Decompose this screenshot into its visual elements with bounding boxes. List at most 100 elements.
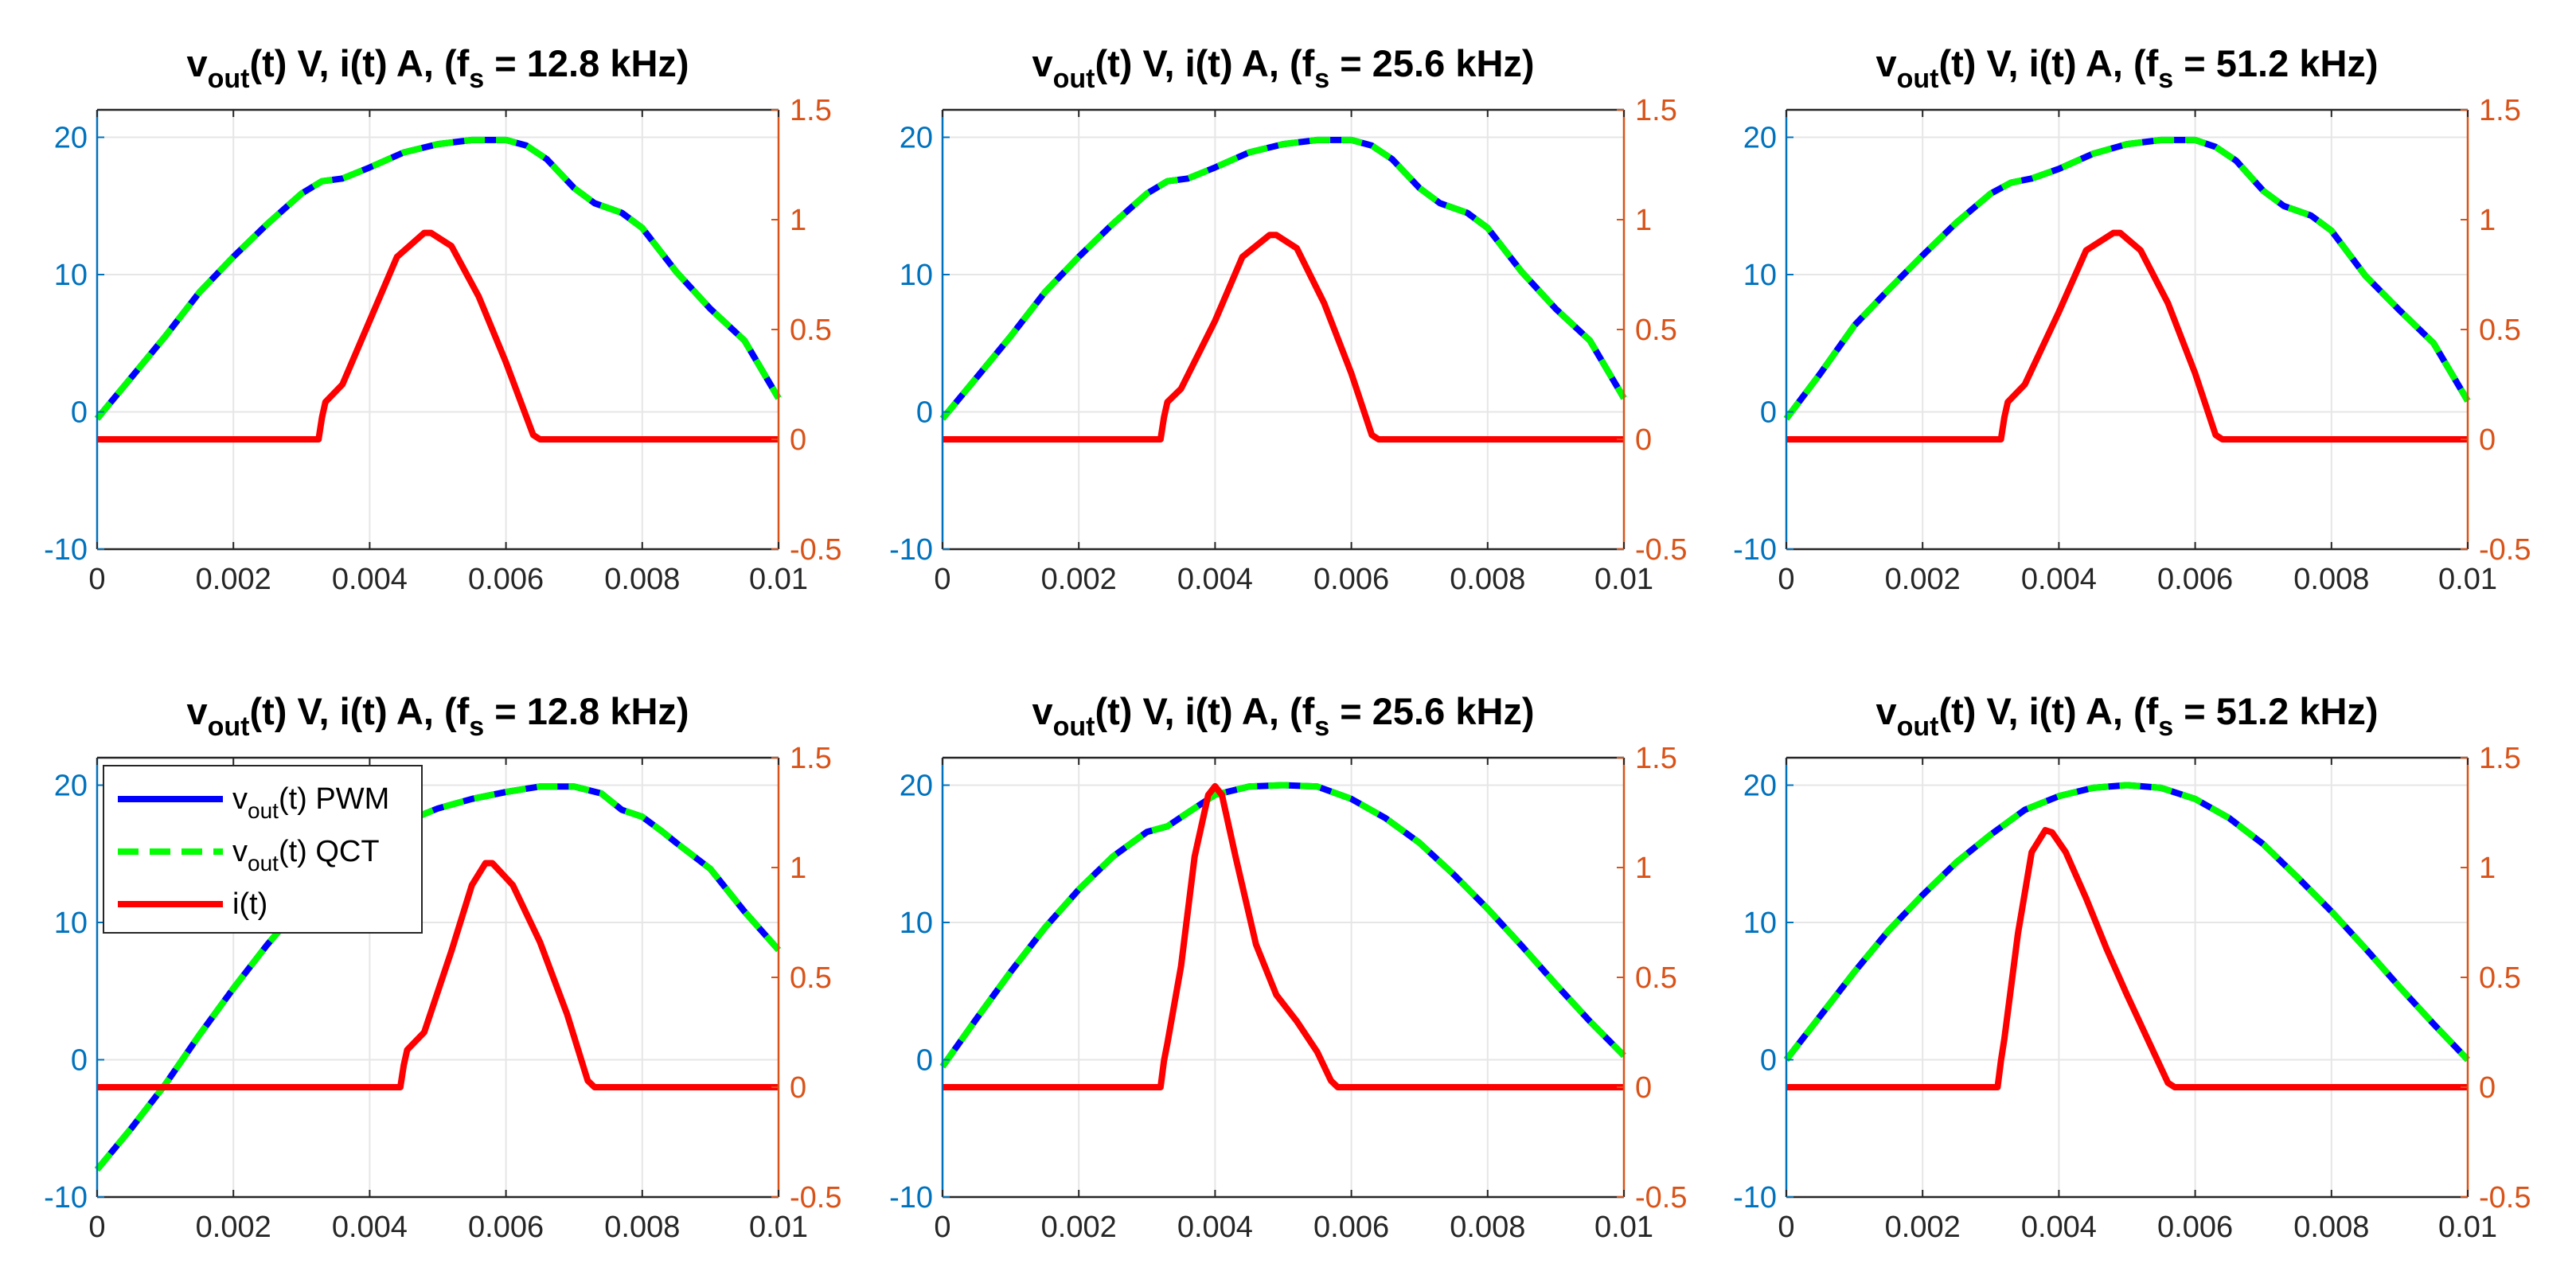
y-left-tick-label: 20 — [1743, 122, 1777, 155]
series-line-i-t- — [1786, 827, 2468, 1090]
title-subscript: s — [469, 712, 484, 742]
chart-panel-6: 0 0.002 0.004 0.006 0.008 0.01-1001020-0.500.… — [1733, 690, 2531, 1244]
title-subscript: out — [1897, 64, 1939, 94]
y-right-tick-label: -0.5 — [1635, 1181, 1687, 1215]
title-subscript: out — [1053, 712, 1095, 742]
y-left-tick-label: 10 — [900, 907, 933, 940]
y-left-tick-label: 0 — [916, 1044, 933, 1078]
y-right-tick-label: 0 — [1635, 423, 1652, 457]
series-line-vout-qct — [94, 136, 782, 421]
y-right-tick-label: 1.5 — [790, 94, 832, 127]
series-line-vout-qct — [939, 782, 1626, 1069]
y-right-tick-label: 1 — [2479, 204, 2496, 237]
title-part: = 12.8 kHz) — [484, 690, 689, 732]
y-right-tick-label: 0 — [790, 423, 806, 457]
y-right-tick-label: 0.5 — [790, 961, 832, 995]
title-subscript: out — [208, 64, 250, 94]
chart-panel-4: 0 0.002 0.004 0.006 0.008 0.01-1001020-0.500.… — [44, 690, 841, 1244]
y-left-tick-label: 10 — [54, 907, 88, 940]
y-left-tick-label: 0 — [1760, 1044, 1777, 1078]
y-right-tick-label: 0.5 — [1635, 961, 1677, 995]
y-right-tick-label: 0.5 — [790, 314, 832, 347]
x-tick-label: 0.006 — [2157, 1211, 2233, 1244]
plot-area — [1786, 110, 2468, 549]
x-tick-label: 0.002 — [196, 1211, 271, 1244]
y-left-tick-label: 0 — [916, 396, 933, 430]
title-subscript: out — [1053, 64, 1095, 94]
x-tick-label: 0.004 — [2021, 563, 2097, 596]
x-tick-label: 0.01 — [2438, 1211, 2497, 1244]
x-tick-label: 0.006 — [468, 563, 544, 596]
x-tick-label: 0.01 — [1594, 1211, 1653, 1244]
y-left-tick-label: -10 — [44, 533, 88, 567]
x-tick-label: 0.004 — [2021, 1211, 2097, 1244]
series-line-i-t- — [97, 229, 779, 443]
y-right-tick-label: -0.5 — [2479, 533, 2531, 567]
y-left-tick-label: -10 — [889, 1181, 933, 1215]
y-left-tick-label: 20 — [900, 770, 933, 803]
y-right-tick-label: 0 — [2479, 1071, 2496, 1105]
title-part: = 25.6 kHz) — [1329, 42, 1534, 84]
series-line-vout-qct — [94, 783, 781, 1172]
y-right-tick-label: 1.5 — [1635, 94, 1677, 127]
y-right-tick-label: 1.5 — [1635, 742, 1677, 775]
y-right-tick-label: 0 — [1635, 1071, 1652, 1105]
y-right-tick-label: 0 — [790, 1071, 806, 1105]
title-part: (t) V, i(t) A, (f — [1095, 42, 1314, 84]
title-subscript: s — [2158, 64, 2173, 94]
chart-title: vout(t) V, i(t) A, (fs = 12.8 kHz) — [186, 42, 689, 94]
title-part: v — [186, 690, 207, 732]
y-left-tick-label: 0 — [71, 396, 88, 430]
chart-title: vout(t) V, i(t) A, (fs = 25.6 kHz) — [1032, 42, 1534, 94]
title-part: v — [186, 42, 207, 84]
x-tick-label: 0 — [88, 563, 105, 596]
series-line-vout-qct — [1783, 136, 2471, 421]
y-left-tick-label: 10 — [54, 259, 88, 292]
y-left-tick-label: -10 — [1733, 533, 1777, 567]
y-left-tick-label: -10 — [889, 533, 933, 567]
plot-area — [1786, 758, 2468, 1197]
title-part: v — [1875, 42, 1896, 84]
y-right-tick-label: 1.5 — [790, 742, 832, 775]
x-tick-label: 0.01 — [1594, 563, 1653, 596]
title-part: v — [1032, 690, 1052, 732]
plot-area — [97, 110, 779, 549]
title-subscript: out — [208, 712, 250, 742]
chart-title: vout(t) V, i(t) A, (fs = 51.2 kHz) — [1875, 690, 2378, 742]
x-tick-label: 0 — [88, 1211, 105, 1244]
y-right-tick-label: 1 — [1635, 204, 1652, 237]
y-left-tick-label: 0 — [1760, 396, 1777, 430]
legend-label: i(t) — [232, 887, 267, 921]
x-tick-label: 0.006 — [1313, 1211, 1389, 1244]
chart-title: vout(t) V, i(t) A, (fs = 25.6 kHz) — [1032, 690, 1534, 742]
y-right-tick-label: 1 — [1635, 852, 1652, 885]
x-tick-label: 0.004 — [1177, 563, 1253, 596]
x-tick-label: 0.008 — [2293, 1211, 2369, 1244]
y-right-tick-label: -0.5 — [790, 533, 841, 567]
x-tick-label: 0.002 — [1885, 1211, 1961, 1244]
x-tick-label: 0.008 — [604, 1211, 680, 1244]
y-right-tick-label: 1 — [790, 204, 806, 237]
title-subscript: s — [2158, 712, 2173, 742]
x-tick-label: 0.006 — [468, 1211, 544, 1244]
x-tick-label: 0.008 — [1450, 1211, 1525, 1244]
legend-label-part: v — [232, 782, 248, 816]
x-tick-label: 0 — [934, 563, 950, 596]
y-left-tick-label: 10 — [1743, 907, 1777, 940]
y-right-tick-label: -0.5 — [790, 1181, 841, 1215]
x-tick-label: 0.008 — [2293, 563, 2369, 596]
title-subscript: s — [1314, 712, 1329, 742]
plot-area — [943, 110, 1624, 549]
y-left-tick-label: 10 — [1743, 259, 1777, 292]
plot-area — [943, 758, 1624, 1197]
y-right-tick-label: -0.5 — [1635, 533, 1687, 567]
x-tick-label: 0.002 — [1885, 563, 1961, 596]
x-tick-label: 0.002 — [1041, 563, 1117, 596]
x-tick-label: 0 — [1778, 563, 1794, 596]
x-tick-label: 0.008 — [604, 563, 680, 596]
x-tick-label: 0 — [934, 1211, 950, 1244]
title-part: = 12.8 kHz) — [484, 42, 689, 84]
legend-label-subscript: out — [248, 851, 279, 875]
x-tick-label: 0.002 — [196, 563, 271, 596]
